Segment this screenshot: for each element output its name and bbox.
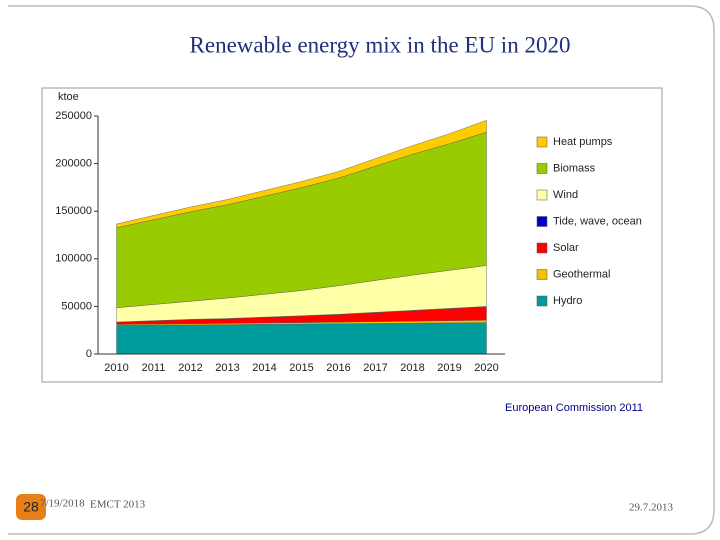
x-tick-label: 2013 bbox=[215, 362, 239, 374]
source: European Commission 2011 bbox=[505, 402, 643, 414]
legend-label: Hydro bbox=[553, 295, 582, 307]
x-tick-label: 2010 bbox=[104, 362, 128, 374]
legend-swatch bbox=[536, 242, 548, 254]
y-tick-label: 150000 bbox=[55, 205, 92, 217]
page-number: 28 bbox=[23, 499, 39, 515]
x-tick-label: 2014 bbox=[252, 362, 276, 374]
x-tick-label: 2015 bbox=[289, 362, 313, 374]
legend-label: Geothermal bbox=[553, 268, 610, 280]
x-tick-label: 2020 bbox=[474, 362, 498, 374]
legend-swatch bbox=[536, 189, 548, 201]
y-tick-label: 200000 bbox=[55, 158, 92, 170]
x-tick-label: 2017 bbox=[363, 362, 387, 374]
legend-swatch bbox=[536, 136, 548, 148]
legend-swatch bbox=[536, 295, 548, 307]
legend-swatch bbox=[536, 269, 548, 280]
legend-label: Heat pumps bbox=[553, 136, 613, 148]
page-badge bbox=[16, 494, 46, 520]
legend-label: Solar bbox=[553, 242, 579, 254]
slide-border bbox=[8, 5, 715, 535]
x-tick-label: 2016 bbox=[326, 362, 350, 374]
chart-title: Renewable energy mix in the EU in 2020 bbox=[190, 32, 571, 57]
x-tick-label: 2011 bbox=[142, 362, 166, 374]
x-tick-label: 2019 bbox=[437, 362, 461, 374]
y-tick-label: 250000 bbox=[55, 110, 92, 122]
y-tick-label: 0 bbox=[86, 348, 92, 360]
legend-swatch bbox=[536, 163, 548, 174]
y-tick-label: 100000 bbox=[55, 253, 92, 265]
legend-label: Biomass bbox=[553, 162, 596, 174]
y-axis-label: ktoe bbox=[58, 91, 79, 103]
x-tick-label: 2012 bbox=[178, 362, 202, 374]
area bbox=[116, 119, 487, 229]
legend-swatch bbox=[536, 216, 548, 227]
legend-label: Tide, wave, ocean bbox=[553, 215, 642, 227]
y-tick-label: 50000 bbox=[61, 300, 92, 312]
date: 7/19/2018 bbox=[40, 498, 85, 510]
x-tick-label: 2018 bbox=[400, 362, 424, 374]
footer: EMCT 2013 bbox=[90, 499, 146, 511]
right-footer: 29.7.2013 bbox=[629, 502, 674, 514]
legend-label: Wind bbox=[553, 189, 578, 201]
area bbox=[116, 322, 487, 355]
